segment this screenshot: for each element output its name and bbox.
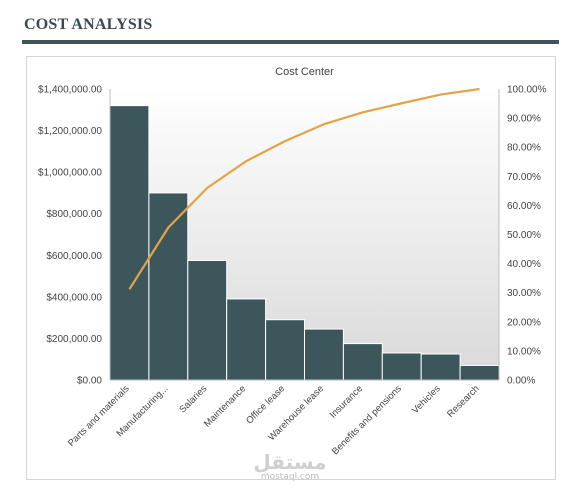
line-layer — [128, 87, 480, 290]
bar-9 — [459, 364, 500, 381]
bar-3 — [226, 298, 267, 381]
watermark-url: mostaql.com — [260, 472, 320, 482]
page-title: COST ANALYSIS — [24, 16, 153, 33]
title-divider — [22, 40, 559, 44]
right-tick-label: 20.00% — [507, 317, 541, 328]
x-tick-label: Salaries — [177, 383, 209, 415]
left-tick-label: $200,000.00 — [46, 334, 102, 345]
right-tick-label: 50.00% — [507, 230, 541, 241]
bar-1 — [148, 192, 189, 381]
watermark: مستقل mostaql.com — [250, 452, 330, 482]
left-axis: $0.00 $200,000.00 $400,000.00 $600,000.00 $8… — [38, 85, 111, 387]
left-tick-label: $0.00 — [77, 376, 102, 387]
left-tick-label: $800,000.00 — [46, 209, 102, 220]
bar-4 — [265, 319, 306, 381]
x-tick-label: Research — [445, 383, 482, 420]
left-tick-label: $1,400,000.00 — [38, 85, 102, 96]
right-tick-label: 30.00% — [507, 288, 541, 299]
bar-5 — [304, 328, 344, 381]
x-tick-label: Vehicles — [410, 383, 443, 416]
x-tick-label: Insurance — [328, 383, 365, 420]
right-tick-label: 90.00% — [507, 114, 541, 125]
right-tick-label: 10.00% — [507, 346, 541, 357]
bar-7 — [381, 352, 422, 381]
x-tick-label: Maintenance — [202, 383, 248, 429]
chart-frame: Cost Center $0.00 $200,000.00 $400,000.00 $… — [26, 56, 556, 480]
bar-2 — [187, 259, 228, 381]
left-tick-label: $1,000,000.00 — [38, 168, 102, 179]
x-tick-label: Benefits and pensions — [330, 383, 404, 457]
right-tick-label: 40.00% — [507, 259, 541, 270]
chart-title: Cost Center — [275, 66, 334, 78]
right-tick-label: 0.00% — [507, 376, 535, 387]
watermark-logo: مستقل — [253, 450, 327, 474]
right-tick-label: 70.00% — [507, 172, 541, 183]
bar-0 — [109, 105, 150, 381]
left-tick-label: $1,200,000.00 — [38, 126, 102, 137]
cumulative-line — [128, 87, 480, 290]
bar-8 — [420, 353, 461, 381]
right-tick-label: 100.00% — [507, 85, 547, 96]
left-tick-label: $600,000.00 — [46, 251, 102, 262]
left-tick-label: $400,000.00 — [46, 292, 102, 303]
bar-6 — [342, 343, 383, 381]
bars-layer — [109, 105, 500, 381]
right-tick-label: 60.00% — [507, 201, 541, 212]
pareto-chart: Cost Center $0.00$200,000.00$400,000.00$… — [38, 66, 547, 457]
right-axis: 0.00% 10.00% 20.00% 30.00% 40.00% 50.00% 60.00… — [498, 85, 547, 387]
right-tick-label: 80.00% — [507, 143, 541, 154]
